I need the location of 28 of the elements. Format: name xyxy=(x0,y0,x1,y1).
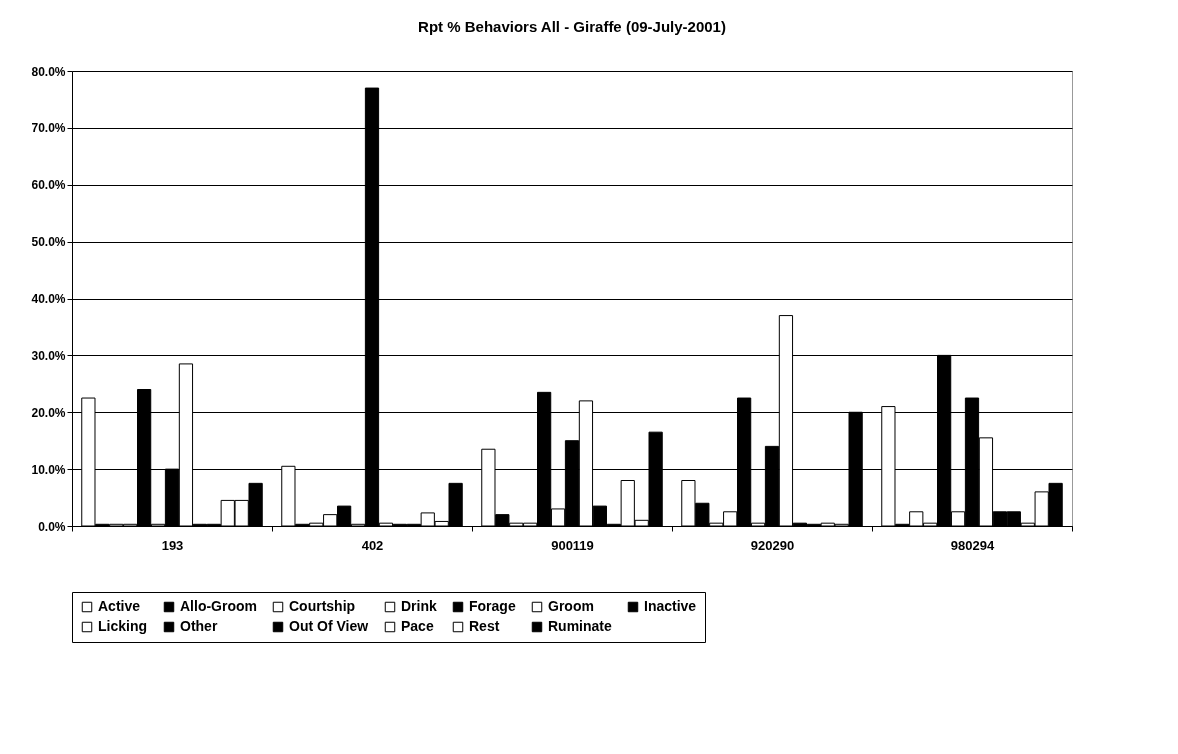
y-tick-label: 0.0% xyxy=(38,519,66,534)
y-tick-label: 10.0% xyxy=(31,462,66,477)
legend-label: Ruminate xyxy=(548,618,612,634)
legend-label: Drink xyxy=(401,598,437,614)
y-tick-label: 50.0% xyxy=(31,235,66,250)
y-tick-label: 60.0% xyxy=(31,178,66,193)
legend-label: Groom xyxy=(548,598,594,614)
legend-label: Pace xyxy=(401,618,434,634)
legend-label: Other xyxy=(180,618,218,634)
x-tick-label: 193 xyxy=(161,537,184,553)
y-tick-label: 30.0% xyxy=(31,348,66,363)
x-tick-label: 900119 xyxy=(551,537,594,553)
x-tick-label: 402 xyxy=(361,537,384,553)
legend-label: Rest xyxy=(469,618,500,634)
legend-label: Courtship xyxy=(289,598,356,614)
legend-label: Forage xyxy=(469,598,516,614)
chart-title: Rpt % Behaviors All - Giraffe (09-July-2001) xyxy=(418,18,726,35)
y-tick-label: 20.0% xyxy=(31,405,66,420)
y-tick-label: 40.0% xyxy=(31,292,66,306)
legend-label: Active xyxy=(98,598,141,614)
y-tick-label: 80.0% xyxy=(31,64,66,79)
x-tick-label: 980294 xyxy=(950,537,995,553)
legend-label: Out Of View xyxy=(289,618,369,634)
y-tick-label: 70.0% xyxy=(31,121,66,136)
legend-label: Inactive xyxy=(644,598,697,614)
legend-label: Licking xyxy=(98,618,148,634)
legend-label: Allo-Groom xyxy=(180,598,257,614)
x-tick-label: 920290 xyxy=(750,537,795,553)
